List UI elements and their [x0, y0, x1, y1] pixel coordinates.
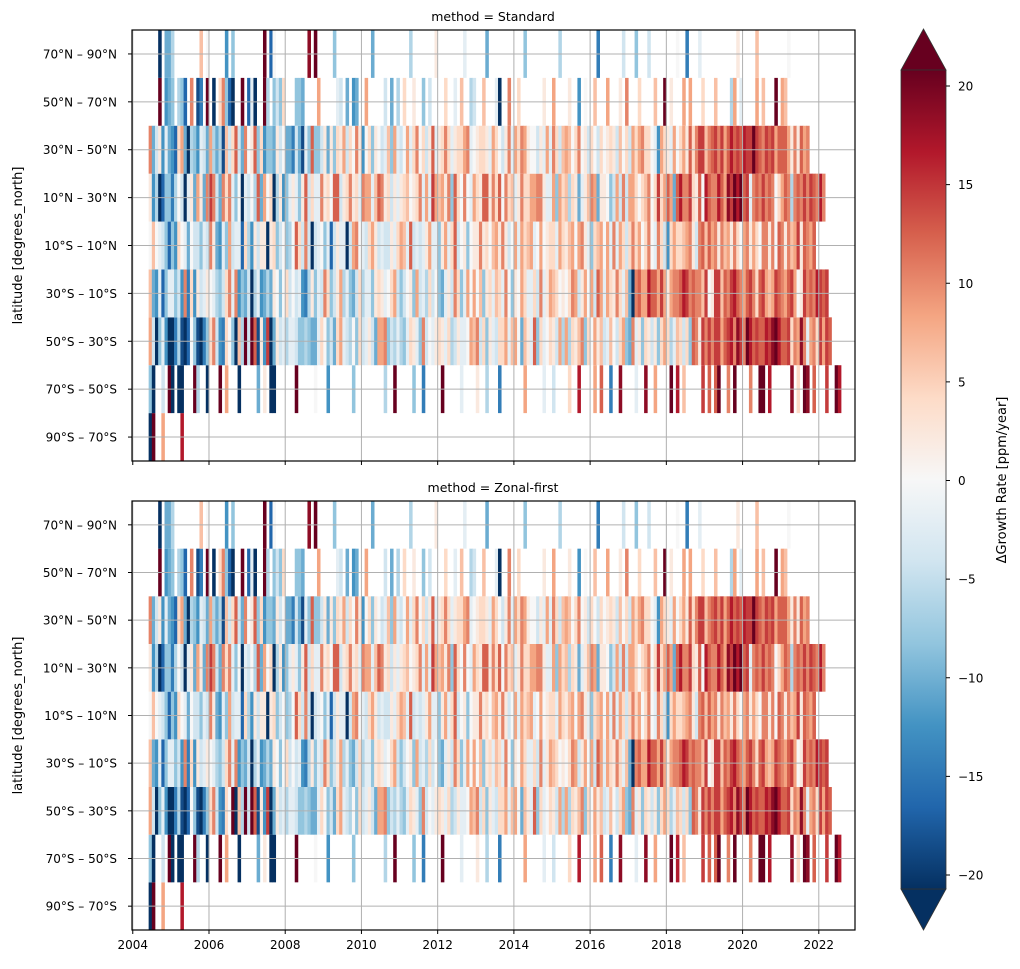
colorbar-tick-label: −10: [958, 671, 983, 685]
y-tick-label: 70°N – 90°N: [43, 518, 117, 532]
colorbar-extend-max: [900, 28, 947, 71]
y-tick-label: 90°S – 70°S: [46, 900, 117, 914]
x-axis: 2004 2006 2008 2010 2012 2014 2016 2018 2020 2022: [117, 930, 834, 952]
colorbar-tick-label: 0: [958, 474, 966, 488]
colorbar-tick-label: −15: [958, 770, 983, 784]
colorbar: −20 −15 −10 −5 0 5 10 15 20 ΔGrowth Rate [ppm/ye…: [900, 28, 1010, 931]
y-tick-label: 30°N – 50°N: [43, 143, 117, 157]
colorbar-tick-label: 15: [958, 178, 973, 192]
x-tick-label: 2004: [117, 938, 148, 952]
panel-title: method = Zonal-first: [428, 480, 559, 495]
x-tick-label: 2018: [651, 938, 682, 952]
x-tick-label: 2016: [575, 938, 606, 952]
y-tick-label: 70°S – 50°S: [46, 852, 117, 866]
x-tick-label: 2022: [804, 938, 835, 952]
x-tick-label: 2006: [194, 938, 225, 952]
colorbar-tick-label: −5: [958, 573, 976, 587]
colorbar-extend-min: [900, 888, 947, 931]
y-tick-label: 10°N – 30°N: [43, 661, 117, 675]
panel-zonal-first: method = Zonal-first 90°S – 70°S 70°S – 5…: [11, 480, 856, 952]
y-axis-label: latitude [degrees_north]: [11, 167, 26, 325]
y-tick-label: 50°S – 30°S: [46, 804, 117, 818]
x-tick-label: 2008: [270, 938, 301, 952]
colorbar-ticks: −20 −15 −10 −5 0 5 10 15 20: [946, 80, 983, 883]
y-tick-label: 70°S – 50°S: [46, 383, 117, 397]
x-tick-label: 2020: [727, 938, 758, 952]
y-tick-label: 10°S – 10°N: [44, 709, 117, 723]
colorbar-tick-label: 20: [958, 80, 973, 94]
panel-standard: method = Standard 90°S – 70°S 70°S – 50°S…: [11, 9, 856, 465]
colorbar-tick-label: 10: [958, 277, 973, 291]
y-tick-label: 50°S – 30°S: [46, 335, 117, 349]
x-tick-label: 2010: [346, 938, 377, 952]
y-tick-label: 50°N – 70°N: [43, 95, 117, 109]
y-tick-label: 10°S – 10°N: [44, 239, 117, 253]
y-tick-label: 90°S – 70°S: [46, 431, 117, 445]
y-tick-label: 10°N – 30°N: [43, 191, 117, 205]
x-tick-label: 2012: [422, 938, 453, 952]
grid-lines: [132, 501, 855, 930]
panel-title: method = Standard: [431, 9, 555, 24]
x-tick-label: 2014: [499, 938, 530, 952]
y-tick-label: 30°S – 10°S: [46, 757, 117, 771]
y-axis-label: latitude [degrees_north]: [11, 637, 26, 795]
x-axis: [132, 461, 820, 465]
grid-lines: [132, 30, 855, 461]
colorbar-label: ΔGrowth Rate [ppm/year]: [995, 397, 1010, 564]
y-tick-label: 50°N – 70°N: [43, 566, 117, 580]
y-axis: 90°S – 70°S 70°S – 50°S 50°S – 30°S 30°S – …: [43, 518, 132, 914]
y-tick-label: 30°N – 50°N: [43, 614, 117, 628]
y-axis: 90°S – 70°S 70°S – 50°S 50°S – 30°S 30°S – …: [43, 47, 132, 445]
y-tick-label: 70°N – 90°N: [43, 47, 117, 61]
y-tick-label: 30°S – 10°S: [46, 287, 117, 301]
colorbar-tick-label: 5: [958, 375, 966, 389]
colorbar-body: [900, 69, 947, 890]
colorbar-tick-label: −20: [958, 869, 983, 883]
